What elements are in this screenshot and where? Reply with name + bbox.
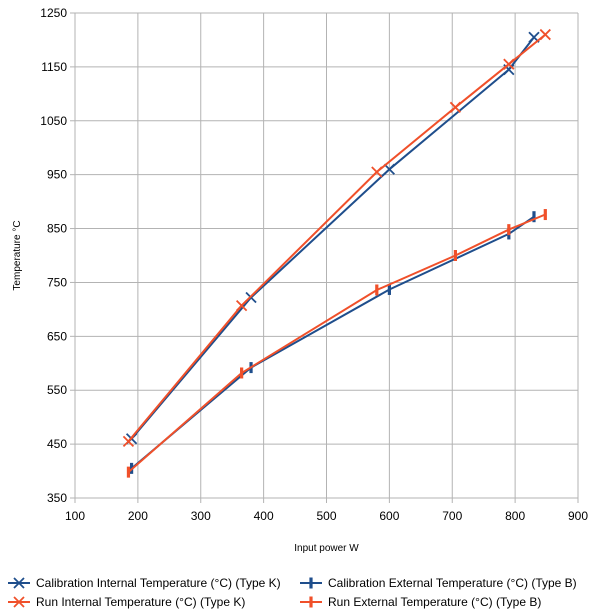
x-marker <box>13 596 25 608</box>
series-0 <box>125 31 540 445</box>
legend-swatch-icon <box>300 596 322 608</box>
series-1 <box>129 211 536 474</box>
y-tick-label: 1050 <box>40 114 67 128</box>
legend-swatch-icon <box>300 577 322 589</box>
y-tick-label: 350 <box>47 491 67 505</box>
y-tick-label: 1150 <box>41 60 67 74</box>
bar-marker <box>453 250 457 261</box>
y-axis-title: Temperature °C <box>12 220 23 290</box>
legend-item: Calibration Internal Temperature (°C) (T… <box>8 573 281 593</box>
x-tick-label: 300 <box>191 509 211 523</box>
x-tick-label: 100 <box>65 509 85 523</box>
series-line <box>127 213 546 473</box>
x-marker <box>383 163 396 175</box>
legend-label: Run External Temperature (°C) (Type B) <box>328 595 542 609</box>
x-marker <box>122 435 135 448</box>
bar-marker <box>309 577 313 589</box>
legend: Calibration Internal Temperature (°C) (T… <box>0 570 598 616</box>
bar-marker <box>375 284 379 296</box>
legend-swatch-icon <box>8 596 30 608</box>
grid <box>74 12 579 499</box>
x-tick-label: 700 <box>442 509 462 523</box>
y-tick-label: 1250 <box>40 6 67 20</box>
x-tick-label: 400 <box>254 509 274 523</box>
series-area <box>122 28 551 478</box>
x-marker <box>13 577 25 589</box>
x-marker <box>235 299 248 312</box>
bar-marker <box>532 211 536 223</box>
x-tick-label: 500 <box>316 509 336 523</box>
chart: 350 450 550 650 750 850 950 1050 1150 1250 100 200 3… <box>12 6 588 554</box>
bar-marker <box>507 224 511 236</box>
y-tick-label: 950 <box>47 168 67 182</box>
legend-label: Calibration External Temperature (°C) (T… <box>328 576 577 590</box>
y-tick-label: 550 <box>47 383 67 397</box>
y-tick-label: 650 <box>47 329 67 343</box>
bar-marker <box>240 367 244 379</box>
legend-item: Calibration External Temperature (°C) (T… <box>300 573 577 593</box>
series-3 <box>126 209 547 478</box>
legend-label: Calibration Internal Temperature (°C) (T… <box>36 576 281 590</box>
y-tick-label: 450 <box>47 437 67 451</box>
x-axis-title: Input power W <box>294 543 359 554</box>
x-marker <box>371 166 383 178</box>
legend-item: Run External Temperature (°C) (Type B) <box>300 592 541 612</box>
axes: 350 450 550 650 750 850 950 1050 1150 1250 100 200 3… <box>40 6 588 523</box>
series-line <box>130 36 535 440</box>
legend-label: Run Internal Temperature (°C) (Type K) <box>36 595 246 609</box>
series-line <box>127 33 546 443</box>
x-tick-label: 600 <box>379 509 399 523</box>
bar-marker <box>387 283 391 295</box>
bar-marker <box>309 596 313 608</box>
x-marker <box>449 101 462 113</box>
series-line <box>130 215 535 470</box>
y-tick-label: 750 <box>47 275 67 289</box>
legend-swatch-icon <box>8 577 30 589</box>
x-marker <box>539 28 551 41</box>
bar-marker <box>543 209 547 221</box>
x-tick-label: 800 <box>505 509 525 523</box>
x-marker <box>503 58 515 70</box>
series-2 <box>122 28 551 448</box>
x-tick-label: 200 <box>128 509 148 523</box>
bar-marker <box>126 466 131 478</box>
y-tick-label: 850 <box>47 222 67 236</box>
x-tick-label: 900 <box>568 509 588 523</box>
legend-item: Run Internal Temperature (°C) (Type K) <box>8 592 245 612</box>
